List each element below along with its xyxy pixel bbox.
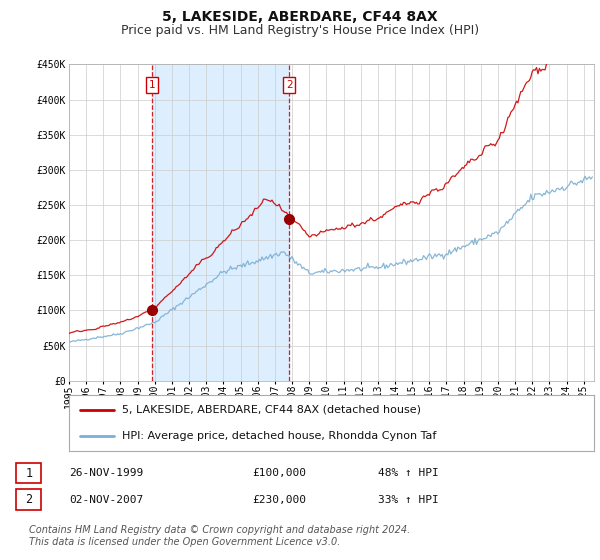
- Text: £100,000: £100,000: [252, 468, 306, 478]
- Text: 2: 2: [25, 493, 32, 506]
- Text: 1: 1: [25, 466, 32, 480]
- Text: HPI: Average price, detached house, Rhondda Cynon Taf: HPI: Average price, detached house, Rhon…: [121, 431, 436, 441]
- Text: 02-NOV-2007: 02-NOV-2007: [69, 494, 143, 505]
- Text: 48% ↑ HPI: 48% ↑ HPI: [378, 468, 439, 478]
- Text: 5, LAKESIDE, ABERDARE, CF44 8AX: 5, LAKESIDE, ABERDARE, CF44 8AX: [162, 10, 438, 24]
- Text: Contains HM Land Registry data © Crown copyright and database right 2024.
This d: Contains HM Land Registry data © Crown c…: [29, 525, 410, 547]
- Text: £230,000: £230,000: [252, 494, 306, 505]
- Text: 5, LAKESIDE, ABERDARE, CF44 8AX (detached house): 5, LAKESIDE, ABERDARE, CF44 8AX (detache…: [121, 405, 421, 415]
- Text: 1: 1: [149, 80, 155, 90]
- Text: 2: 2: [286, 80, 292, 90]
- Text: Price paid vs. HM Land Registry's House Price Index (HPI): Price paid vs. HM Land Registry's House …: [121, 24, 479, 36]
- Bar: [152, 64, 289, 381]
- Text: 26-NOV-1999: 26-NOV-1999: [69, 468, 143, 478]
- Text: 33% ↑ HPI: 33% ↑ HPI: [378, 494, 439, 505]
